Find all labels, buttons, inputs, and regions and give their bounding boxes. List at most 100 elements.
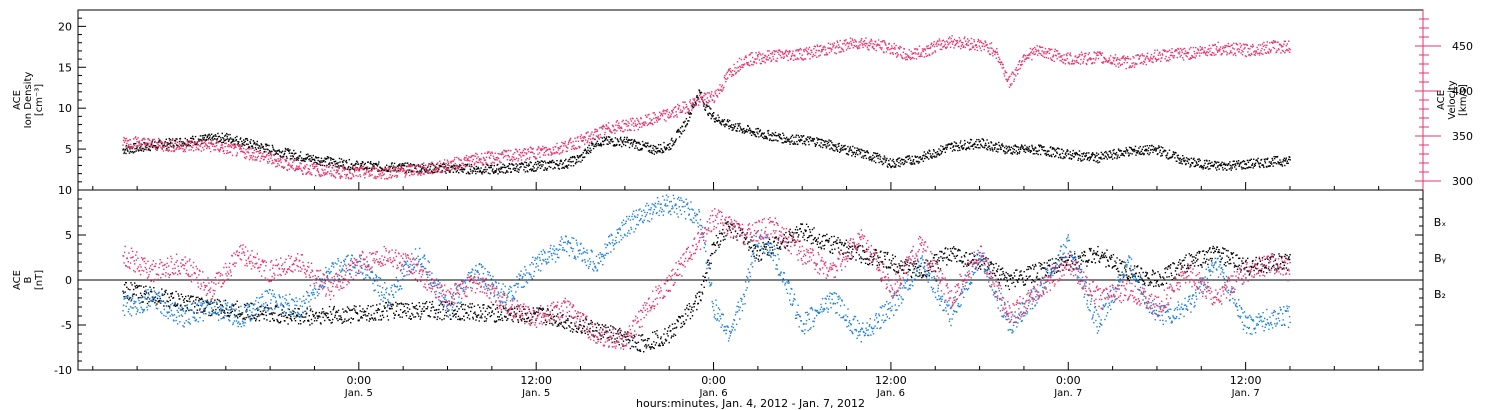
velocity-series-point xyxy=(1038,45,1041,47)
velocity-series-point xyxy=(452,167,454,169)
velocity-series-point xyxy=(833,44,835,47)
density-series-point xyxy=(340,158,343,160)
density-series-point xyxy=(1288,158,1290,161)
velocity-series-point xyxy=(146,144,149,146)
velocity-series-point xyxy=(1200,52,1202,54)
density-series-point xyxy=(1138,153,1141,155)
density-series-point xyxy=(226,138,229,140)
velocity-series-point xyxy=(986,46,989,49)
density-series-point xyxy=(249,142,252,144)
velocity-series-point xyxy=(701,96,703,98)
velocity-series-point xyxy=(1007,78,1010,80)
density-series-point xyxy=(132,152,134,154)
velocity-series-point xyxy=(511,156,513,158)
velocity-series-point xyxy=(1109,59,1111,61)
density-series-point xyxy=(1155,150,1157,152)
density-series-point xyxy=(1048,150,1050,152)
density-series-point xyxy=(941,150,943,153)
velocity-series-point xyxy=(639,123,641,125)
velocity-series-point xyxy=(468,163,471,165)
density-series-point xyxy=(804,140,806,143)
density-series-point xyxy=(1222,169,1224,171)
velocity-series-point xyxy=(700,97,703,100)
density-series-point xyxy=(1064,157,1066,159)
velocity-series-point xyxy=(337,173,340,175)
density-series-point xyxy=(1006,146,1009,148)
velocity-series-point xyxy=(135,136,137,138)
velocity-series-point xyxy=(813,45,816,47)
density-series-point xyxy=(918,161,921,163)
velocity-series-point xyxy=(208,147,211,150)
density-series-point xyxy=(158,140,160,142)
velocity-series-point xyxy=(840,51,842,53)
density-series-point xyxy=(126,149,129,151)
velocity-series-point xyxy=(172,150,174,152)
density-series-point xyxy=(801,139,803,141)
velocity-series-point xyxy=(147,138,149,140)
velocity-series-point xyxy=(480,158,482,160)
velocity-series-point xyxy=(1069,54,1071,56)
density-series-point xyxy=(211,136,214,138)
velocity-series-point xyxy=(686,111,689,113)
density-series-point xyxy=(373,165,375,167)
velocity-series-point xyxy=(757,53,760,56)
bx-series-point xyxy=(140,294,143,297)
velocity-series-point xyxy=(157,143,159,146)
bx-series-point xyxy=(202,300,204,303)
density-series-point xyxy=(1172,153,1174,156)
velocity-series-point xyxy=(983,43,985,45)
density-series-point xyxy=(390,165,392,167)
velocity-series-point xyxy=(1133,66,1136,68)
density-series-point xyxy=(797,143,799,145)
velocity-series-point xyxy=(984,45,986,48)
density-series-point xyxy=(986,149,989,151)
velocity-series-point xyxy=(1221,47,1224,50)
velocity-series-point xyxy=(999,61,1001,64)
velocity-series-point xyxy=(539,156,541,158)
density-series-point xyxy=(136,146,138,148)
velocity-series-point xyxy=(1041,46,1044,49)
density-series-point xyxy=(969,141,971,144)
velocity-series-point xyxy=(1217,41,1219,44)
velocity-series-point xyxy=(550,151,552,153)
bx-series-point xyxy=(171,292,174,294)
velocity-series-point xyxy=(1151,61,1153,63)
density-series-point xyxy=(648,149,651,152)
velocity-series-point xyxy=(920,52,923,54)
velocity-series-point xyxy=(782,52,784,54)
velocity-series-point xyxy=(187,140,189,143)
velocity-series-point xyxy=(233,146,236,148)
velocity-series-point xyxy=(755,62,758,64)
density-series-point xyxy=(380,169,383,172)
bx-series-point xyxy=(172,296,175,299)
velocity-series-point xyxy=(1257,44,1260,46)
density-series-point xyxy=(608,136,611,138)
density-series-point xyxy=(1036,152,1038,155)
velocity-series-point xyxy=(653,112,655,114)
velocity-series-point xyxy=(817,45,819,48)
velocity-series-point xyxy=(959,39,961,41)
velocity-series-point xyxy=(365,173,367,175)
density-series-point xyxy=(263,150,266,153)
velocity-series-point xyxy=(1026,54,1029,57)
density-series-point xyxy=(1081,153,1083,155)
density-series-point xyxy=(403,163,405,165)
velocity-series-point xyxy=(592,134,595,136)
velocity-series-point xyxy=(295,168,297,170)
velocity-series-point xyxy=(612,125,615,128)
density-series-point xyxy=(721,119,724,121)
velocity-series-point xyxy=(436,169,438,172)
density-series-point xyxy=(390,163,393,165)
density-series-point xyxy=(479,171,481,173)
density-series-point xyxy=(872,157,874,159)
bx-series-point xyxy=(139,292,142,294)
density-series-point xyxy=(665,146,668,149)
density-series-point xyxy=(1203,164,1205,167)
density-series-point xyxy=(1286,160,1288,162)
velocity-series-point xyxy=(838,51,840,53)
velocity-series-point xyxy=(861,44,864,46)
density-series-point xyxy=(608,141,610,143)
density-series-point xyxy=(785,141,787,143)
velocity-series-point xyxy=(482,163,484,165)
density-series-point xyxy=(851,151,853,153)
